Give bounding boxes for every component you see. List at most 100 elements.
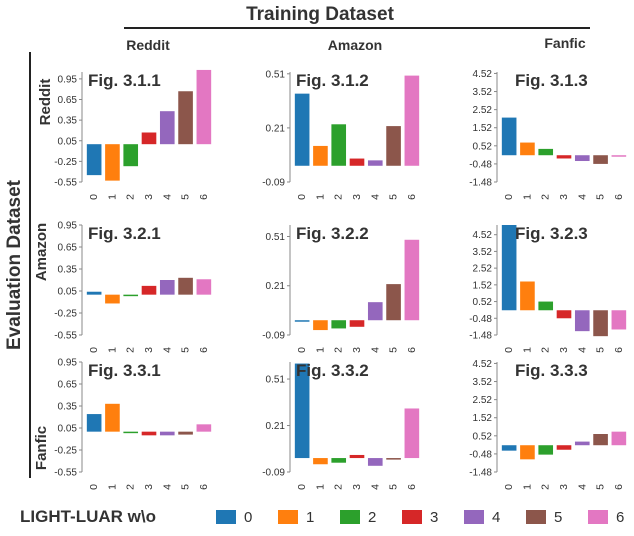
y-tick-label: 0.51	[266, 69, 286, 80]
x-tick-label: 3	[143, 484, 155, 490]
bar-2	[331, 124, 347, 166]
x-tick-label: 1	[106, 347, 118, 353]
bar-0	[86, 291, 102, 295]
x-tick-label: 3	[558, 484, 570, 490]
bar-1	[105, 294, 120, 304]
bar-2	[331, 458, 347, 463]
bar-5	[386, 458, 401, 460]
evaluation-dataset-title: Evaluation Dataset	[4, 179, 25, 350]
x-tick-label: 6	[198, 484, 210, 490]
x-tick-label: 0	[296, 484, 308, 490]
bar-2	[331, 320, 347, 329]
y-tick-label: 4.52	[473, 69, 493, 80]
bar-4	[367, 160, 383, 166]
y-tick-label: 1.52	[473, 413, 493, 424]
x-tick-label: 5	[180, 484, 192, 490]
bar-3	[556, 310, 572, 319]
legend-swatch-3	[402, 510, 422, 524]
x-tick-label: 4	[161, 194, 173, 200]
bar-1	[313, 145, 328, 166]
y-tick-label: -0.25	[54, 157, 77, 168]
bar-4	[159, 431, 175, 436]
y-tick-label: 0.05	[58, 136, 78, 147]
bar-6	[196, 424, 212, 432]
column-header-fanfic: Fanfic	[544, 35, 585, 51]
y-tick-label: 0.65	[58, 95, 78, 106]
bar-2	[123, 431, 139, 434]
x-tick-label: 6	[198, 194, 210, 200]
bar-3	[141, 132, 157, 145]
y-tick-label: 1.52	[473, 123, 493, 134]
x-tick-label: 1	[106, 484, 118, 490]
legend-swatch-4	[464, 510, 484, 524]
x-tick-label: 6	[613, 194, 625, 200]
x-tick-label: 4	[161, 484, 173, 490]
x-tick-label: 2	[125, 194, 137, 200]
bar-5	[386, 284, 401, 321]
x-tick-label: 4	[576, 194, 588, 200]
x-tick-label: 3	[143, 347, 155, 353]
bar-6	[196, 279, 212, 295]
x-tick-label: 3	[143, 194, 155, 200]
x-tick-label: 6	[406, 347, 418, 353]
x-tick-label: 4	[369, 484, 381, 490]
y-tick-label: 2.52	[473, 395, 493, 406]
legend-swatch-6	[588, 510, 608, 524]
chart-panel: -1.48 -0.48 0.52 1.52 2.52 3.52 4.52 0 1 2 3 4 5 6 Fig…	[469, 224, 627, 353]
x-tick-label: 2	[333, 347, 345, 353]
chart-panel: -0.55 -0.25 0.05 0.35 0.65 0.95 0 1 2 3 4 5 6 Fig. 3.…	[54, 69, 212, 200]
bar-1	[313, 458, 328, 465]
y-tick-label: 0.21	[266, 281, 286, 292]
bar-6	[404, 408, 420, 459]
y-tick-label: 2.52	[473, 264, 493, 275]
x-tick-label: 6	[406, 194, 418, 200]
legend-label-4: 4	[492, 509, 500, 526]
bar-0	[501, 117, 517, 156]
x-tick-label: 5	[388, 347, 400, 353]
y-tick-label: -1.48	[469, 178, 492, 189]
x-tick-label: 3	[351, 484, 363, 490]
x-tick-label: 5	[388, 484, 400, 490]
row-header-amazon: Amazon	[33, 223, 50, 281]
x-tick-label: 5	[388, 194, 400, 200]
bar-3	[349, 454, 365, 459]
x-tick-label: 4	[576, 484, 588, 490]
bar-4	[367, 458, 383, 466]
bar-2	[123, 294, 139, 297]
x-tick-label: 3	[351, 347, 363, 353]
y-tick-label: 0.95	[58, 74, 78, 85]
panel-title: Fig. 3.3.2	[296, 361, 369, 380]
y-tick-label: 0.35	[58, 402, 78, 413]
bar-4	[159, 280, 175, 295]
legend-swatch-5	[526, 510, 546, 524]
bar-6	[404, 75, 420, 166]
y-tick-label: -1.48	[469, 331, 492, 342]
chart-panel: -1.48 -0.48 0.52 1.52 2.52 3.52 4.52 0 1 2 3 4 5 6 Fig…	[469, 359, 627, 490]
bar-6	[611, 310, 627, 330]
bar-5	[386, 126, 401, 166]
y-tick-label: 0.35	[58, 116, 78, 127]
x-tick-label: 3	[351, 194, 363, 200]
y-tick-label: 3.52	[473, 87, 493, 98]
x-tick-label: 2	[540, 484, 552, 490]
y-tick-label: -0.25	[54, 309, 77, 320]
y-tick-label: -0.09	[262, 468, 285, 479]
y-tick-label: 3.52	[473, 247, 493, 258]
row-header-fanfic: Fanfic	[33, 426, 50, 470]
x-tick-label: 1	[521, 194, 533, 200]
y-tick-label: 4.52	[473, 230, 493, 241]
y-tick-label: 0.21	[266, 421, 286, 432]
x-tick-label: 5	[595, 484, 607, 490]
bar-4	[159, 111, 175, 145]
y-tick-label: -0.25	[54, 446, 77, 457]
legend-label-0: 0	[244, 509, 252, 526]
x-tick-label: 5	[595, 194, 607, 200]
bar-5	[593, 434, 608, 446]
bar-0	[501, 445, 517, 451]
y-tick-label: -0.09	[262, 178, 285, 189]
legend-label-1: 1	[306, 509, 314, 526]
y-tick-label: -0.55	[54, 178, 77, 189]
x-tick-label: 0	[88, 347, 100, 353]
bar-3	[141, 431, 157, 436]
